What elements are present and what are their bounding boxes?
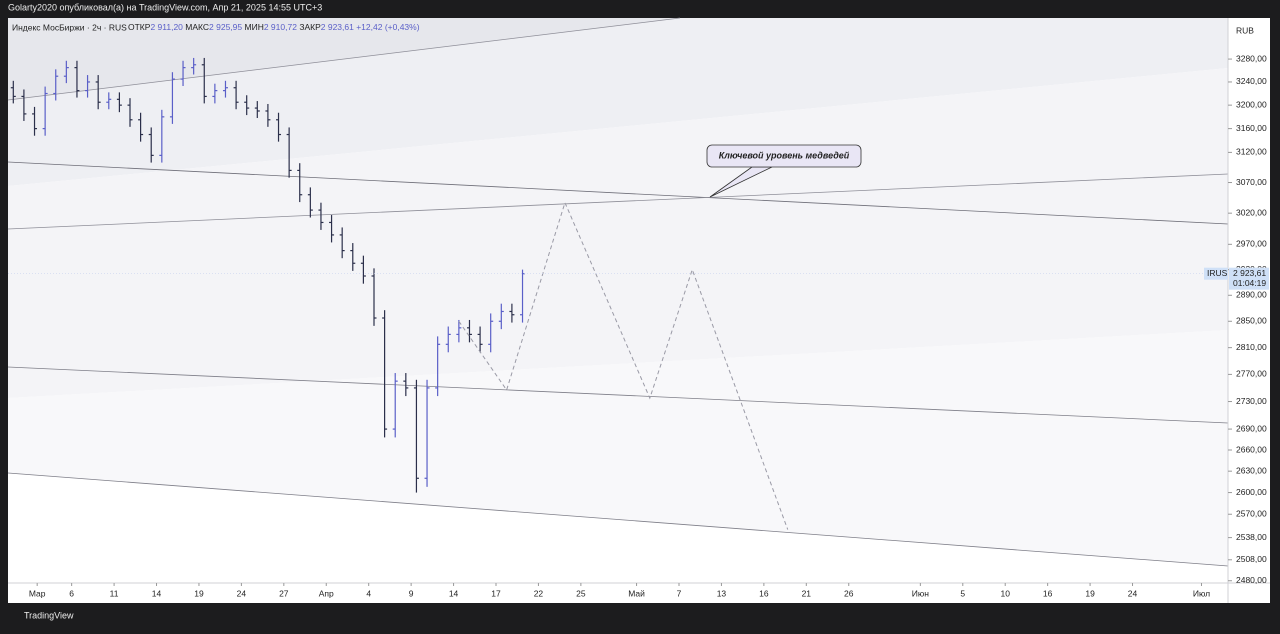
x-tick-label: 4: [366, 588, 371, 598]
x-tick-label: 21: [802, 588, 812, 598]
y-tick-label: 2770,00: [1236, 369, 1267, 379]
x-tick-label: Июн: [912, 588, 929, 598]
x-tick-label: Июл: [1193, 588, 1210, 598]
annotation: Ключевой уровень медведей: [719, 150, 850, 160]
currency: RUB: [1236, 25, 1254, 35]
band: [8, 330, 1228, 566]
trend-line: [7, 161, 1229, 225]
x-tick-label: 10: [1000, 588, 1010, 598]
trend-line: [7, 472, 1229, 567]
band: [8, 18, 1228, 186]
change: +12,42 (+0,43%): [356, 22, 419, 32]
band: [8, 68, 1228, 398]
x-tick-label: 27: [279, 588, 289, 598]
y-tick-label: 2570,00: [1236, 508, 1267, 518]
last-price: 2 923,61: [1233, 268, 1266, 278]
footer: [0, 603, 1280, 629]
x-tick-label: 26: [844, 588, 854, 598]
x-tick-label: Апр: [319, 588, 334, 598]
x-tick-label: Май: [628, 588, 645, 598]
y-tick-label: 3070,00: [1236, 177, 1267, 187]
x-tick-label: 16: [1043, 588, 1053, 598]
x-tick-label: 7: [677, 588, 682, 598]
y-tick-label: 2850,00: [1236, 316, 1267, 326]
label: МАКС: [185, 22, 209, 32]
y-tick-label: 2480,00: [1236, 575, 1267, 585]
x-tick-label: 16: [759, 588, 769, 598]
y-tick-label: 2630,00: [1236, 465, 1267, 475]
trend-line: [7, 173, 1229, 230]
x-tick-label: Мар: [29, 588, 46, 598]
value: 2 911,20: [150, 22, 183, 32]
y-tick-label: 2538,00: [1236, 532, 1267, 542]
trend-line: [7, 366, 1229, 424]
x-tick-label: 13: [717, 588, 727, 598]
brand: TradingView: [24, 610, 74, 620]
y-tick-label: 3160,00: [1236, 123, 1267, 133]
x-tick-label: 14: [152, 588, 162, 598]
value: 2 925,95: [209, 22, 242, 32]
x-tick-label: 9: [409, 588, 414, 598]
y-tick-label: 3020,00: [1236, 207, 1267, 217]
frame: [1270, 18, 1280, 603]
label: ОТКР: [128, 22, 151, 32]
x-tick-label: 25: [576, 588, 586, 598]
x-tick-label: 19: [194, 588, 204, 598]
y-tick-label: 2660,00: [1236, 444, 1267, 454]
y-tick-label: 3280,00: [1236, 53, 1267, 63]
y-tick-label: 2970,00: [1236, 239, 1267, 249]
ohlc-legend: ОТКР2 911,20 МАКС2 925,95 МИН2 910,72 ЗА…: [128, 22, 420, 32]
y-tick-label: 3240,00: [1236, 76, 1267, 86]
callout-box: [706, 144, 862, 168]
label: МИН: [245, 22, 264, 32]
label: ЗАКР: [299, 22, 321, 32]
x-tick-label: 22: [534, 588, 544, 598]
x-tick-label: 24: [1128, 588, 1138, 598]
ticker: IRUS: [1207, 268, 1228, 278]
y-tick-label: 2690,00: [1236, 423, 1267, 433]
x-tick-label: 24: [237, 588, 247, 598]
y-tick-label: 2810,00: [1236, 342, 1267, 352]
y-tick-label: 3120,00: [1236, 147, 1267, 157]
y-tick-label: 2508,00: [1236, 554, 1267, 564]
countdown: 01:04:19: [1233, 278, 1266, 288]
value: 2 923,61: [321, 22, 354, 32]
published-line: Golarty2020 опубликовал(а) на TradingVie…: [8, 2, 322, 12]
trend-line: [7, 17, 681, 101]
y-tick-label: 2730,00: [1236, 396, 1267, 406]
x-tick-label: 5: [960, 588, 965, 598]
x-tick-label: 14: [449, 588, 459, 598]
x-tick-label: 6: [69, 588, 74, 598]
y-tick-label: 2890,00: [1236, 290, 1267, 300]
y-tick-label: 3200,00: [1236, 99, 1267, 109]
x-tick-label: 19: [1085, 588, 1095, 598]
projection-line: [458, 201, 789, 530]
price-badge: [1229, 267, 1269, 290]
value: 2 910,72: [264, 22, 297, 32]
ticker-badge: [1204, 267, 1228, 280]
y-tick-label: 2600,00: [1236, 487, 1267, 497]
x-tick-label: 17: [491, 588, 501, 598]
symbol: Индекс МосБиржи · 2ч · RUS: [12, 22, 127, 32]
x-tick-label: 11: [110, 588, 119, 598]
